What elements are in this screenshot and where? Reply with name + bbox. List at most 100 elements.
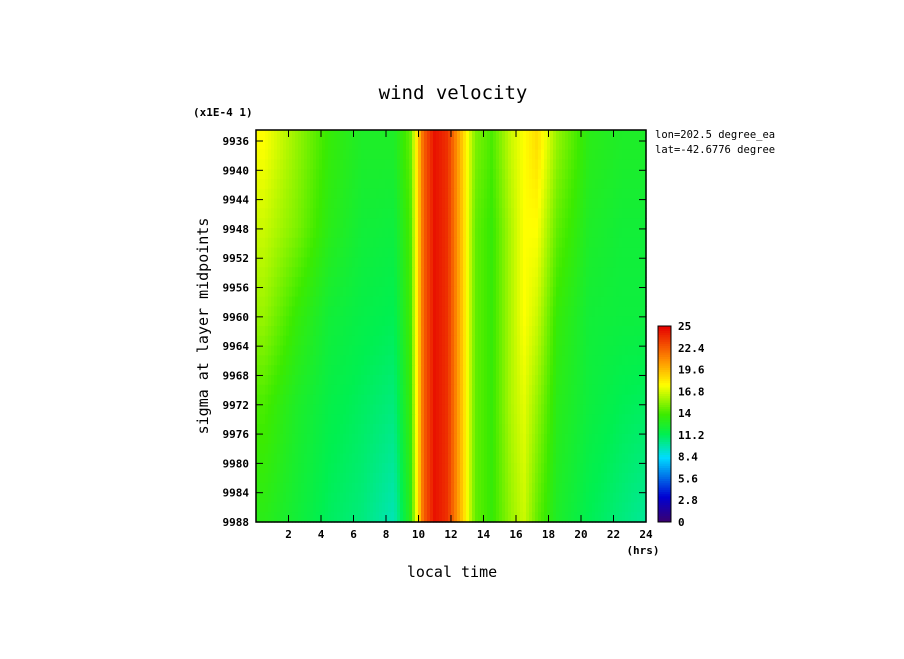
heatmap-cell (439, 473, 443, 484)
heatmap-cell (517, 237, 521, 249)
heatmap-cell (598, 286, 602, 298)
heatmap-cell (367, 326, 371, 337)
heatmap-cell (610, 139, 614, 151)
heatmap-cell (370, 345, 374, 356)
heatmap-cell (520, 443, 524, 454)
heatmap-cell (274, 198, 278, 209)
heatmap-cell (442, 375, 446, 386)
heatmap-cell (433, 424, 437, 435)
heatmap-cell (514, 473, 518, 484)
heatmap-cell (505, 149, 509, 160)
heatmap-cell (424, 267, 428, 278)
heatmap-cell (484, 345, 488, 356)
heatmap-cell (454, 443, 458, 454)
heatmap-cell (256, 492, 260, 503)
heatmap-cell (568, 414, 572, 425)
heatmap-cell (268, 482, 272, 494)
heatmap-cell (385, 247, 389, 258)
heatmap-cell (640, 267, 644, 278)
heatmap-cell (598, 473, 602, 484)
heatmap-cell (277, 169, 281, 180)
heatmap-cell (277, 414, 281, 425)
heatmap-cell (559, 237, 563, 249)
heatmap-cell (349, 482, 353, 494)
heatmap-cell (472, 473, 476, 484)
heatmap-cell (511, 286, 515, 298)
heatmap-cell (421, 198, 425, 209)
heatmap-cell (487, 453, 491, 464)
heatmap-cell (403, 384, 407, 396)
heatmap-cell (277, 286, 281, 298)
heatmap-cell (274, 453, 278, 464)
heatmap-cell (517, 375, 521, 386)
heatmap-cell (331, 179, 335, 190)
heatmap-cell (469, 384, 473, 396)
heatmap-cell (292, 198, 296, 209)
heatmap-cell (550, 257, 554, 268)
heatmap-cell (463, 394, 467, 405)
heatmap-cell (346, 463, 350, 474)
heatmap-cell (631, 218, 635, 229)
heatmap-cell (577, 482, 581, 494)
heatmap-cell (295, 198, 299, 209)
heatmap-cell (592, 277, 596, 288)
heatmap-cell (511, 463, 515, 474)
heatmap-cell (520, 218, 524, 229)
heatmap-cell (631, 404, 635, 415)
heatmap-cell (496, 267, 500, 278)
heatmap-cell (523, 296, 527, 307)
heatmap-cell (637, 443, 641, 454)
heatmap-cell (574, 237, 578, 249)
heatmap-cell (574, 247, 578, 258)
heatmap-cell (388, 492, 392, 503)
heatmap-cell (427, 277, 431, 288)
heatmap-cell (388, 130, 392, 141)
heatmap-cell (328, 404, 332, 415)
heatmap-cell (529, 296, 533, 307)
heatmap-cell (457, 296, 461, 307)
heatmap-cell (388, 286, 392, 298)
heatmap-cell (388, 502, 392, 513)
heatmap-cell (343, 453, 347, 464)
heatmap-cell (388, 296, 392, 307)
heatmap-cell (256, 267, 260, 278)
heatmap-cell (559, 286, 563, 298)
heatmap-cell (379, 502, 383, 513)
heatmap-cell (355, 384, 359, 396)
heatmap-cell (601, 179, 605, 190)
heatmap-cell (604, 228, 608, 239)
heatmap-cell (259, 326, 263, 337)
heatmap-cell (634, 394, 638, 405)
heatmap-cell (568, 306, 572, 317)
heatmap-cell (394, 277, 398, 288)
heatmap-cell (262, 130, 266, 141)
heatmap-cell (619, 394, 623, 405)
heatmap-cell (355, 247, 359, 258)
heatmap-cell (310, 355, 314, 366)
heatmap-cell (325, 159, 329, 170)
heatmap-cell (571, 414, 575, 425)
heatmap-cell (577, 139, 581, 151)
heatmap-cell (457, 277, 461, 288)
heatmap-cell (409, 424, 413, 435)
heatmap-cell (391, 326, 395, 337)
heatmap-cell (346, 394, 350, 405)
heatmap-cell (595, 463, 599, 474)
heatmap-cell (586, 228, 590, 239)
heatmap-cell (400, 267, 404, 278)
heatmap-cell (493, 414, 497, 425)
heatmap-cell (292, 130, 296, 141)
heatmap-cell (553, 345, 557, 356)
heatmap-cell (607, 149, 611, 160)
heatmap-cell (283, 208, 287, 219)
heatmap-cell (484, 208, 488, 219)
heatmap-cell (325, 384, 329, 396)
heatmap-cell (358, 188, 362, 200)
heatmap-cell (295, 404, 299, 415)
heatmap-cell (592, 218, 596, 229)
heatmap-cell (382, 296, 386, 307)
heatmap-cell (436, 257, 440, 268)
heatmap-cell (367, 169, 371, 180)
heatmap-cell (559, 198, 563, 209)
heatmap-cell (616, 208, 620, 219)
